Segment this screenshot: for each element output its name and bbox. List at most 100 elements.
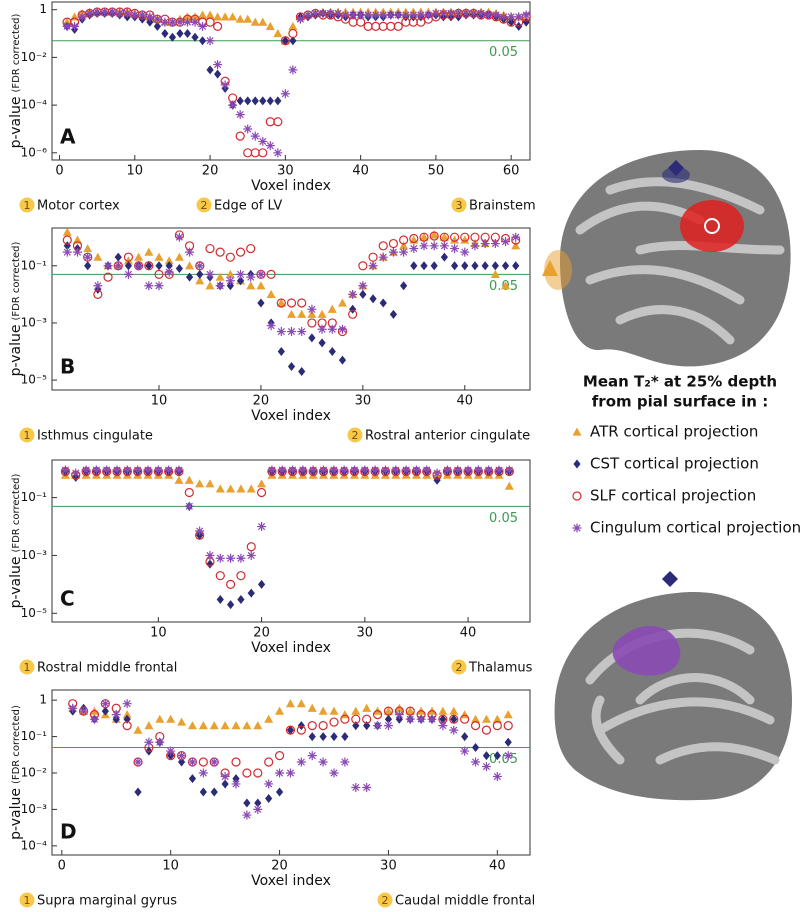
diamond-marker: [244, 96, 252, 106]
diamond-marker: [247, 588, 255, 598]
triangle-marker: [317, 309, 327, 318]
asterisk-marker: [164, 267, 174, 277]
region-number: 2: [201, 199, 208, 212]
asterisk-marker: [432, 468, 442, 478]
circle-marker: [449, 232, 460, 242]
triangle-marker: [215, 484, 225, 493]
asterisk-marker: [388, 247, 398, 257]
x-tick-label: 0: [58, 859, 66, 874]
asterisk-marker: [115, 8, 125, 18]
asterisk-marker: [380, 465, 390, 475]
asterisk-marker: [337, 324, 347, 334]
triangle-marker: [174, 475, 184, 484]
diamond-marker: [439, 714, 447, 724]
diamond-marker: [450, 261, 459, 271]
diamond-marker: [188, 774, 197, 784]
triangle-marker: [503, 710, 513, 719]
diamond-marker: [168, 32, 177, 42]
legend-label: CST cortical projection: [590, 455, 759, 473]
triangle-marker: [242, 721, 252, 730]
asterisk-marker: [401, 10, 411, 20]
asterisk-marker: [308, 465, 318, 475]
triangle-marker: [318, 706, 328, 715]
asterisk-marker: [236, 269, 246, 279]
asterisk-marker: [363, 10, 373, 20]
circle-marker: [340, 714, 350, 724]
diamond-marker: [420, 261, 428, 271]
diamond-marker: [84, 261, 92, 271]
triangle-marker: [231, 721, 241, 730]
asterisk-marker: [318, 757, 328, 767]
region-badge: [451, 197, 467, 213]
circle-marker: [419, 232, 429, 242]
asterisk-marker: [378, 10, 388, 20]
diamond-marker: [289, 36, 297, 46]
region-label: Isthmus cingulate: [37, 429, 153, 444]
asterisk-marker: [220, 80, 230, 90]
asterisk-marker: [152, 14, 162, 24]
region-badge: [19, 659, 35, 675]
y-tick-label: 1: [39, 2, 47, 16]
asterisk-marker: [409, 244, 419, 254]
region-number: 1: [24, 429, 31, 442]
diamond-marker: [522, 17, 530, 27]
circle-marker: [243, 148, 253, 158]
circle-marker: [348, 309, 358, 319]
asterisk-marker: [177, 751, 187, 761]
region-number: 3: [456, 199, 463, 212]
asterisk-marker: [133, 757, 143, 767]
region-number: 1: [24, 661, 31, 674]
circle-marker: [93, 289, 103, 299]
asterisk-marker: [102, 465, 112, 475]
asterisk-marker: [122, 8, 132, 18]
diamond-marker: [226, 281, 234, 291]
asterisk-marker: [303, 10, 313, 20]
circle-marker: [368, 252, 378, 262]
asterisk-marker: [463, 465, 473, 475]
y-tick-label: 10⁻³: [21, 315, 48, 329]
circle-marker: [286, 298, 297, 308]
asterisk-marker: [60, 465, 70, 475]
diamond-marker: [341, 732, 349, 742]
asterisk-marker: [134, 261, 144, 271]
asterisk-marker: [504, 465, 514, 475]
asterisk-marker: [348, 289, 358, 299]
asterisk-marker: [386, 10, 396, 20]
asterisk-marker: [70, 21, 80, 31]
diamond-marker: [257, 579, 266, 589]
diamond-marker: [328, 347, 336, 357]
diamond-marker: [146, 17, 154, 27]
region-number: 1: [24, 199, 31, 212]
asterisk-marker: [360, 465, 370, 475]
legend-marker: [572, 427, 582, 436]
triangle-marker: [205, 281, 215, 290]
triangle-marker: [419, 232, 429, 241]
triangle-marker: [307, 703, 317, 712]
triangle-marker: [246, 484, 256, 493]
circle-marker: [235, 247, 246, 257]
diamond-marker: [185, 272, 194, 282]
circle-marker: [362, 714, 372, 724]
region-badge: [19, 892, 35, 908]
asterisk-marker: [215, 553, 225, 563]
asterisk-marker: [288, 65, 298, 75]
diamond-marker: [507, 17, 515, 27]
circle-marker: [274, 751, 285, 761]
asterisk-marker: [422, 465, 432, 475]
asterisk-marker: [514, 12, 524, 22]
triangle-marker: [383, 706, 393, 715]
asterisk-marker: [373, 721, 383, 731]
triangle-marker: [501, 281, 511, 290]
diamond-marker: [265, 793, 273, 803]
circle-marker: [492, 721, 502, 731]
diamond-marker: [349, 304, 357, 314]
asterisk-marker: [267, 465, 277, 475]
triangle-marker: [265, 21, 275, 30]
diamond-marker: [359, 289, 367, 299]
triangle-marker: [250, 17, 260, 26]
asterisk-marker: [431, 8, 441, 18]
asterisk-marker: [182, 17, 192, 27]
diamond-marker: [433, 475, 441, 485]
circle-marker: [205, 17, 215, 27]
x-axis-label: Voxel index: [251, 178, 331, 194]
